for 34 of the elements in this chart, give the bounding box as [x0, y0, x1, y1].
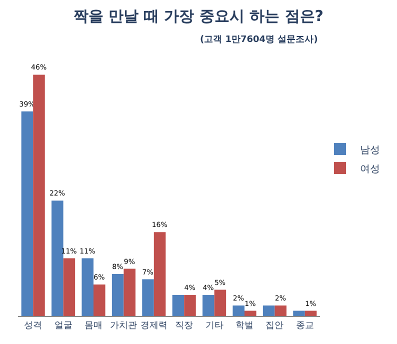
bar	[172, 295, 184, 316]
chart-title: 짝을 만날 때 가장 중요시 하는 점은?	[73, 6, 324, 25]
bar	[304, 310, 317, 316]
bar	[244, 310, 256, 316]
x-tick-label: 가치관	[110, 320, 138, 331]
bar	[202, 295, 214, 316]
bar	[293, 310, 305, 316]
bar	[63, 258, 76, 316]
legend-label: 여성	[360, 164, 380, 175]
bar	[184, 295, 196, 316]
bar	[274, 306, 286, 316]
bar	[112, 274, 124, 316]
bar	[142, 279, 154, 316]
bar	[124, 268, 136, 316]
bar	[232, 306, 244, 316]
bar	[262, 306, 275, 316]
bar	[154, 232, 166, 316]
x-tick-label: 종교	[296, 320, 314, 331]
x-tick-label: 기타	[205, 320, 224, 331]
legend-label: 남성	[360, 144, 380, 156]
chart-subtitle: (고객 1만7604명 설문조사)	[200, 35, 318, 45]
bar	[21, 111, 34, 316]
x-tick-label: 몸매	[84, 320, 102, 331]
x-tick-label: 직장	[175, 320, 194, 331]
x-tick-label: 얼굴	[54, 320, 72, 331]
bar	[33, 74, 45, 316]
bar	[82, 258, 94, 316]
x-tick-label: 성격	[24, 320, 42, 331]
bar	[52, 200, 64, 316]
x-tick-label: 경제력	[140, 320, 168, 331]
x-tick-label: 학벌	[236, 320, 254, 331]
bar	[94, 284, 106, 316]
x-tick-label: 집안	[266, 320, 284, 331]
bar	[214, 290, 226, 316]
